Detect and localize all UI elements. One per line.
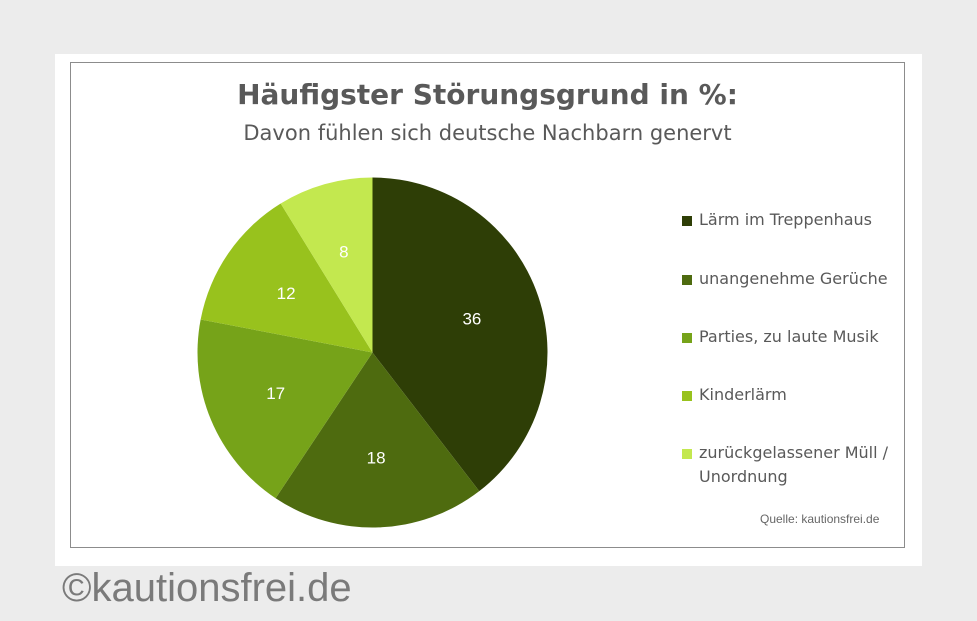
pie-chart: 36 18 17 12 8 (197, 177, 548, 528)
legend-swatch (682, 333, 692, 343)
chart-source: Quelle: kautionsfrei.de (760, 512, 880, 526)
legend-label: unangenehme Gerüche (699, 269, 888, 288)
pie-slice (275, 352, 480, 528)
chart-title: Häufigster Störungsgrund in %: (237, 78, 738, 111)
legend-swatch (682, 275, 692, 285)
pie-slice-value-label: 8 (339, 242, 348, 261)
pie-slice (372, 177, 548, 492)
pie-slice-value-label: 36 (462, 310, 481, 329)
legend-label: Parties, zu laute Musik (699, 327, 879, 346)
pie-slice-value-label: 18 (367, 448, 386, 467)
pie-slice (197, 319, 373, 499)
legend-swatch (682, 391, 692, 401)
legend-swatch (682, 449, 692, 459)
pie-slice-value-label: 12 (277, 284, 296, 303)
copyright-watermark: ©kautionsfrei.de (62, 566, 352, 610)
legend-swatch (682, 216, 692, 226)
pie-slice (200, 203, 373, 353)
legend-label: Lärm im Treppenhaus (699, 210, 873, 229)
pie-slice (280, 177, 373, 353)
legend-label: zurückgelassener Müll / Unordnung (699, 443, 889, 486)
chart-frame (70, 62, 905, 548)
legend-label: Kinderlärm (699, 385, 787, 404)
pie-slice-value-label: 17 (266, 384, 285, 403)
chart-subtitle: Davon fühlen sich deutsche Nachbarn gene… (243, 121, 732, 145)
